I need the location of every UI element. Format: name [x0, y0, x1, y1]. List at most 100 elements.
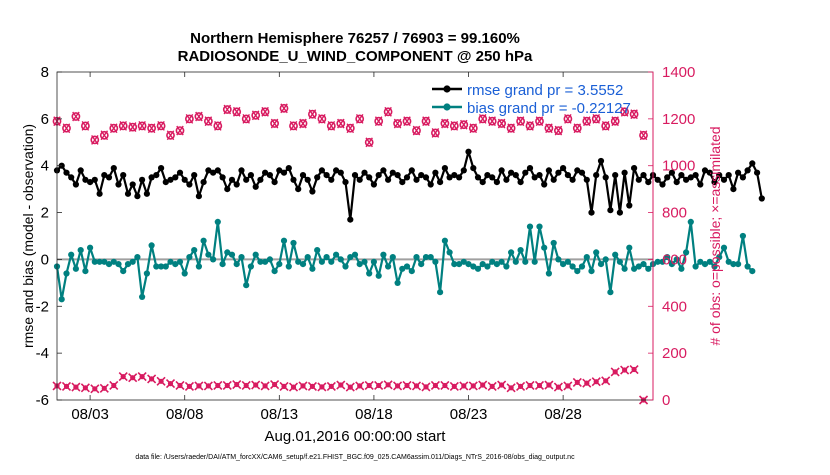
rmse-point [351, 172, 359, 179]
obs-possible-point [582, 116, 592, 127]
bias-point [210, 256, 217, 263]
obs-possible-cross [516, 116, 525, 127]
rmse-point [541, 181, 548, 188]
obs-assimilated-point [506, 383, 516, 393]
obs-possible-cross [583, 116, 591, 127]
left-tick-label: -6 [36, 392, 49, 409]
rmse-point [224, 186, 231, 193]
obs-possible-cross [308, 109, 317, 120]
obs-possible-circle [364, 137, 374, 147]
rmse-point [408, 167, 415, 174]
bias-point [385, 263, 392, 270]
right-tick-label: 200 [662, 345, 687, 362]
rmse-point [366, 174, 373, 181]
right-tick-label: 400 [662, 298, 687, 315]
bias-point [668, 261, 676, 268]
bias-point [720, 244, 728, 251]
obs-possible-point [260, 106, 270, 117]
bias-point [749, 268, 756, 275]
obs-assimilated-x [213, 380, 223, 391]
obs-assimilated-point [99, 383, 109, 393]
obs-possible-circle [374, 116, 384, 126]
obs-possible-circle [326, 121, 336, 131]
obs-assimilated-x [345, 382, 355, 392]
rmse-point [526, 165, 534, 172]
obs-possible-point [184, 113, 194, 124]
rmse-point [181, 176, 188, 183]
rmse-point [720, 176, 728, 183]
series-2 [52, 103, 648, 148]
obs-assimilated-x [288, 382, 299, 392]
obs-possible-circle [194, 112, 204, 121]
obs-possible-point [364, 137, 374, 148]
bias-point [129, 258, 136, 265]
bias-point [735, 261, 742, 268]
bias-point [134, 254, 141, 261]
obs-possible-circle [251, 110, 261, 120]
bias-point [659, 258, 666, 265]
bias-point [470, 263, 477, 270]
rmse-point [233, 181, 240, 188]
obs-assimilated-x [241, 380, 251, 391]
bias-point [725, 258, 732, 265]
obs-possible-point [213, 120, 223, 131]
obs-possible-cross [337, 118, 345, 129]
obs-possible-cross [166, 130, 175, 141]
obs-assimilated-x [99, 383, 109, 393]
obs-possible-point [516, 116, 525, 127]
rmse-point [446, 174, 453, 181]
bias-point [72, 265, 79, 272]
obs-assimilated-point [128, 373, 138, 383]
bias-point [200, 237, 207, 244]
obs-possible-cross [422, 116, 430, 127]
obs-possible-point [279, 103, 289, 114]
obs-possible-circle [478, 114, 488, 124]
obs-assimilated-x [497, 380, 507, 390]
obs-assimilated-x [118, 372, 128, 382]
rmse-point [545, 167, 553, 174]
obs-possible-cross [545, 123, 553, 134]
rmse-point [167, 176, 174, 183]
obs-possible-cross [497, 118, 506, 129]
obs-assimilated-x [137, 372, 147, 382]
obs-assimilated-x [222, 380, 232, 391]
rmse-point [560, 165, 567, 172]
bias-point [304, 254, 311, 261]
bias-point [517, 247, 524, 254]
obs-assimilated-point [620, 365, 630, 375]
bias-point [238, 254, 245, 261]
bias-point [512, 258, 519, 265]
rmse-point [503, 176, 510, 183]
legend-rmse-marker [443, 85, 451, 93]
obs-assimilated-point [251, 380, 261, 390]
obs-possible-circle [298, 119, 308, 128]
obs-assimilated-x [109, 380, 119, 391]
obs-possible-point [355, 113, 365, 124]
obs-assimilated-x [317, 382, 327, 392]
rmse-point [257, 176, 264, 183]
rmse-point [370, 181, 377, 188]
bias-point [631, 265, 638, 272]
obs-assimilated-x [71, 382, 81, 392]
bias-point [413, 254, 420, 261]
obs-assimilated-point [383, 380, 393, 390]
obs-assimilated-point [459, 381, 469, 391]
obs-assimilated-x [544, 380, 554, 390]
rmse-point [460, 167, 467, 174]
obs-possible-circle [71, 112, 81, 121]
rmse-point [124, 190, 132, 197]
obs-assimilated-point [184, 381, 195, 391]
obs-assimilated-x [478, 380, 488, 390]
obs-possible-circle [166, 130, 175, 140]
bias-point [290, 239, 297, 247]
rmse-point [683, 176, 690, 183]
series-0 [53, 148, 765, 223]
obs-possible-cross [564, 113, 572, 124]
left-axis-ticks: -6 -4 -2 0 2 4 6 8 [36, 64, 62, 409]
rmse-point [195, 193, 202, 200]
bias-point [626, 244, 633, 251]
rmse-point [318, 167, 325, 174]
obs-assimilated-x [487, 381, 497, 391]
rmse-point [68, 174, 75, 181]
